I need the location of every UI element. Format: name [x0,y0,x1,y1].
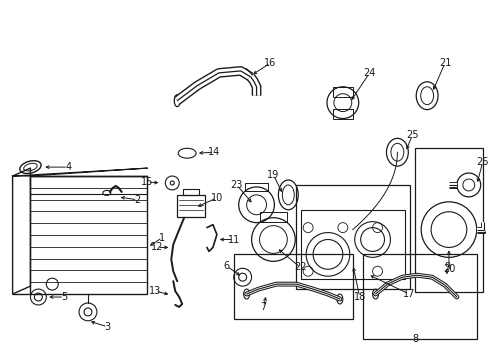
Text: 17: 17 [402,289,415,299]
Text: 11: 11 [227,234,240,244]
Bar [30,176,147,194]
Text: 7: 7 [260,302,266,312]
Bar [296,185,409,289]
Text: 8: 8 [411,334,417,344]
Text: 22: 22 [293,262,306,272]
Bar [244,183,268,191]
Text: 24: 24 [363,68,375,78]
Bar [301,210,405,279]
Bar [332,87,352,97]
Bar [414,148,482,292]
Text: 3: 3 [104,322,111,332]
Text: 1: 1 [159,233,165,243]
Text: 25: 25 [405,130,418,140]
Text: 13: 13 [149,286,161,296]
Text: 21: 21 [438,58,450,68]
Text: 5: 5 [61,292,67,302]
Text: 2: 2 [134,195,141,205]
Text: 26: 26 [475,157,488,167]
Bar [30,176,147,294]
Bar [183,189,199,195]
Text: 15: 15 [141,177,153,187]
Bar [332,109,352,118]
Text: 6: 6 [224,261,229,271]
Text: 16: 16 [264,58,276,68]
Text: 18: 18 [353,292,365,302]
Bar [259,212,287,222]
Bar [177,195,204,217]
Text: 23: 23 [230,180,243,190]
Text: 10: 10 [210,193,223,203]
Text: 14: 14 [207,147,220,157]
Text: 19: 19 [267,170,279,180]
Text: 12: 12 [151,242,163,252]
Bar [362,255,476,339]
Text: 20: 20 [442,264,454,274]
Bar [233,255,352,319]
Text: 9: 9 [443,262,449,272]
Text: 4: 4 [65,162,71,172]
